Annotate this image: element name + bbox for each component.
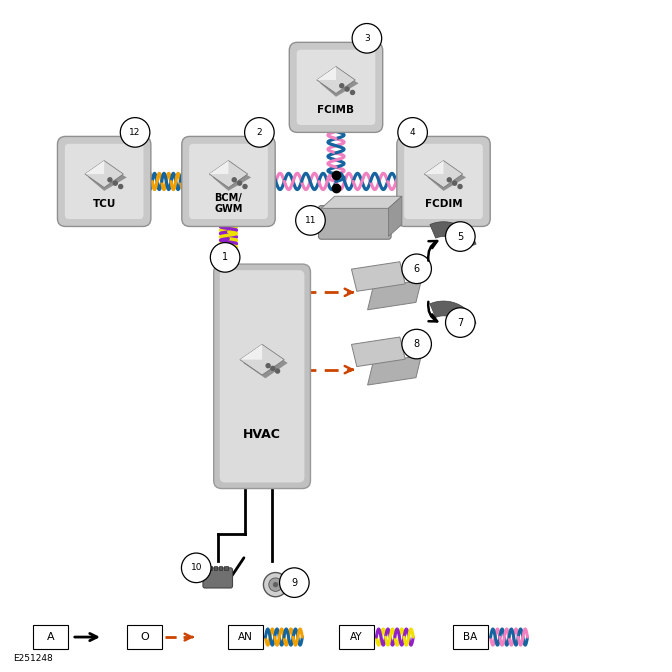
Polygon shape <box>321 196 402 208</box>
Text: O: O <box>140 632 149 642</box>
Text: AN: AN <box>238 632 253 642</box>
Text: 2: 2 <box>257 128 262 137</box>
Circle shape <box>448 178 452 182</box>
Polygon shape <box>351 337 405 367</box>
Circle shape <box>238 181 242 185</box>
Text: 3: 3 <box>364 34 370 43</box>
Polygon shape <box>388 196 402 237</box>
FancyBboxPatch shape <box>453 625 488 649</box>
Circle shape <box>108 178 112 182</box>
FancyBboxPatch shape <box>296 50 375 125</box>
Polygon shape <box>368 280 421 310</box>
Polygon shape <box>430 301 476 329</box>
Polygon shape <box>243 347 288 378</box>
Text: E251248: E251248 <box>13 654 53 663</box>
FancyBboxPatch shape <box>228 625 263 649</box>
Circle shape <box>446 222 475 251</box>
Circle shape <box>402 254 431 284</box>
FancyBboxPatch shape <box>214 264 310 489</box>
Polygon shape <box>209 161 248 187</box>
Circle shape <box>296 206 325 235</box>
Text: 9: 9 <box>291 578 298 587</box>
Circle shape <box>453 181 457 185</box>
FancyBboxPatch shape <box>319 206 391 239</box>
Text: FCIMB: FCIMB <box>317 105 355 114</box>
Text: 6: 6 <box>413 264 420 274</box>
FancyBboxPatch shape <box>33 625 68 649</box>
Circle shape <box>446 308 475 337</box>
Circle shape <box>402 329 431 359</box>
Text: 12: 12 <box>130 128 140 137</box>
Circle shape <box>345 87 349 91</box>
Text: BA: BA <box>463 632 478 642</box>
FancyBboxPatch shape <box>203 568 233 588</box>
Polygon shape <box>320 70 359 97</box>
FancyBboxPatch shape <box>58 136 151 226</box>
Circle shape <box>276 369 280 373</box>
Circle shape <box>271 366 275 370</box>
Polygon shape <box>240 344 262 360</box>
Text: AY: AY <box>350 632 362 642</box>
Polygon shape <box>368 355 421 385</box>
Text: 8: 8 <box>413 339 420 349</box>
Text: 7: 7 <box>457 318 464 327</box>
Polygon shape <box>85 161 104 174</box>
Circle shape <box>458 185 462 189</box>
Polygon shape <box>317 67 355 93</box>
Circle shape <box>263 573 288 597</box>
Polygon shape <box>209 161 228 174</box>
Polygon shape <box>88 164 127 191</box>
Polygon shape <box>85 161 124 187</box>
Text: 5: 5 <box>457 232 464 241</box>
Circle shape <box>273 582 278 587</box>
Circle shape <box>243 185 247 189</box>
Text: FCDIM: FCDIM <box>425 199 462 208</box>
Text: 4: 4 <box>410 128 415 137</box>
Circle shape <box>245 118 274 147</box>
Circle shape <box>269 578 282 591</box>
Circle shape <box>340 84 344 88</box>
Circle shape <box>352 24 382 53</box>
Bar <box>224 566 228 570</box>
Circle shape <box>266 364 270 368</box>
Text: TCU: TCU <box>93 199 116 208</box>
Circle shape <box>119 185 123 189</box>
FancyBboxPatch shape <box>190 144 267 219</box>
Circle shape <box>280 568 309 597</box>
Text: BCM/
GWM: BCM/ GWM <box>214 193 243 214</box>
FancyBboxPatch shape <box>181 136 276 226</box>
Bar <box>219 566 222 570</box>
Polygon shape <box>240 344 284 375</box>
Circle shape <box>351 91 355 95</box>
Text: HVAC: HVAC <box>243 428 281 441</box>
Circle shape <box>398 118 427 147</box>
FancyBboxPatch shape <box>127 625 162 649</box>
Text: 10: 10 <box>190 563 202 573</box>
Bar <box>208 566 212 570</box>
Text: A: A <box>46 632 54 642</box>
FancyBboxPatch shape <box>339 625 374 649</box>
Circle shape <box>181 553 211 583</box>
FancyBboxPatch shape <box>220 270 304 482</box>
FancyBboxPatch shape <box>396 136 491 226</box>
FancyBboxPatch shape <box>289 42 383 132</box>
Polygon shape <box>427 164 466 191</box>
Polygon shape <box>424 161 444 174</box>
Bar <box>214 566 217 570</box>
Circle shape <box>210 243 240 272</box>
Circle shape <box>120 118 150 147</box>
Polygon shape <box>351 262 405 292</box>
Polygon shape <box>212 164 251 191</box>
Text: 11: 11 <box>304 216 317 225</box>
Polygon shape <box>424 161 463 187</box>
FancyBboxPatch shape <box>405 144 482 219</box>
Circle shape <box>114 181 118 185</box>
FancyBboxPatch shape <box>65 144 144 219</box>
Text: 1: 1 <box>222 253 228 262</box>
Circle shape <box>233 178 237 182</box>
Polygon shape <box>430 222 476 249</box>
Polygon shape <box>317 67 336 80</box>
